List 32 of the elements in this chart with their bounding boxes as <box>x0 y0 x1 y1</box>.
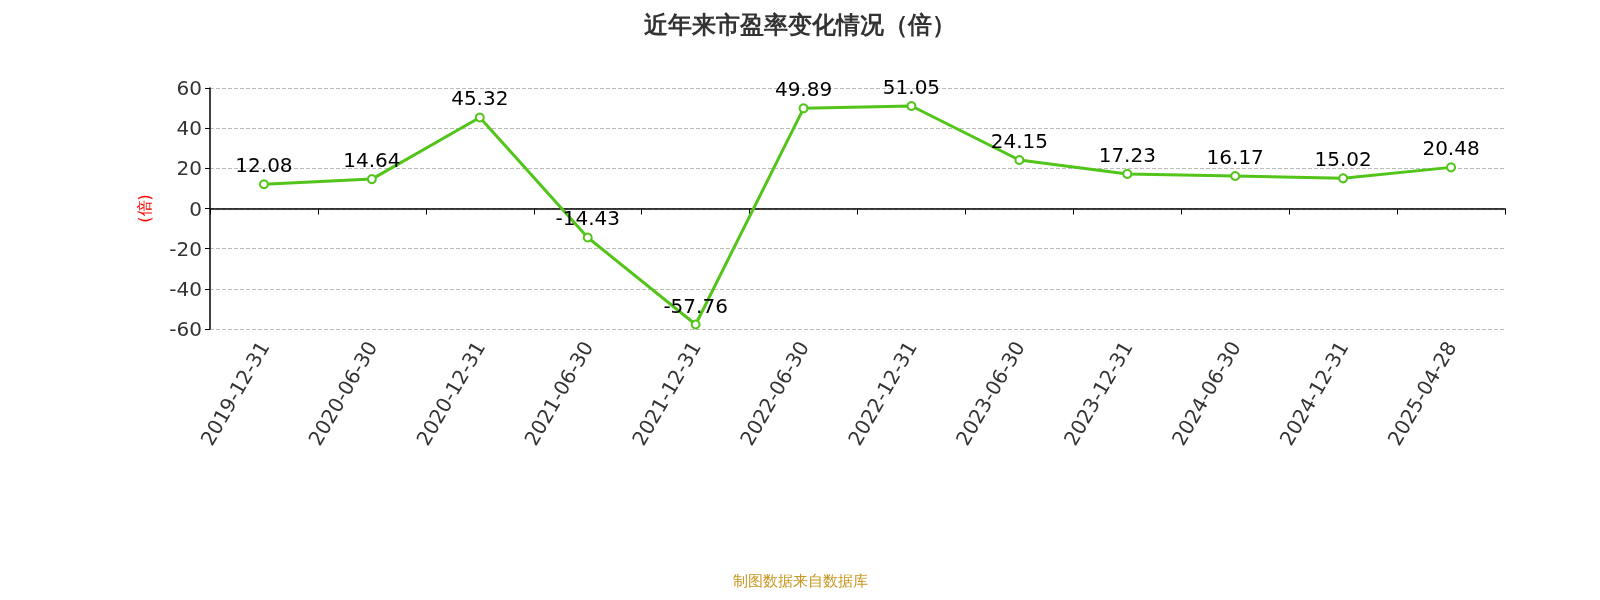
point <box>1338 173 1349 184</box>
data-label: 49.89 <box>774 77 833 102</box>
text: 制图数据来自数据库 <box>732 571 868 590</box>
y-axis-title: (倍) <box>134 194 154 223</box>
point <box>1014 155 1025 165</box>
point <box>258 179 269 190</box>
y-tick-label: 0 <box>189 196 202 221</box>
data-label: 17.23 <box>1098 142 1156 167</box>
point <box>366 174 377 185</box>
point <box>1446 162 1457 173</box>
y-tick-label: 60 <box>176 76 202 100</box>
point <box>798 103 809 114</box>
y-tick-label: -60 <box>169 317 202 341</box>
point <box>582 232 593 243</box>
point <box>906 100 917 111</box>
data-label: 16.17 <box>1206 145 1264 170</box>
point <box>690 319 701 330</box>
y-tick-label: -40 <box>169 276 202 301</box>
y-tick-label: -20 <box>169 236 202 261</box>
data-label: 15.02 <box>1314 147 1372 172</box>
data-label: 45.32 <box>451 86 509 111</box>
data-label: 12.08 <box>235 153 293 178</box>
y-tick-label: 40 <box>176 116 202 141</box>
data-label: 24.15 <box>990 129 1049 153</box>
data-label: 20.48 <box>1422 136 1480 161</box>
point <box>474 112 485 123</box>
data-label: 14.64 <box>343 148 401 173</box>
data-label: 51.05 <box>882 74 941 99</box>
chart-title: 近年来市盈率变化情况（倍） <box>644 11 956 39</box>
y-tick-label: 20 <box>176 156 202 181</box>
point <box>1122 168 1133 179</box>
point <box>1230 171 1241 182</box>
